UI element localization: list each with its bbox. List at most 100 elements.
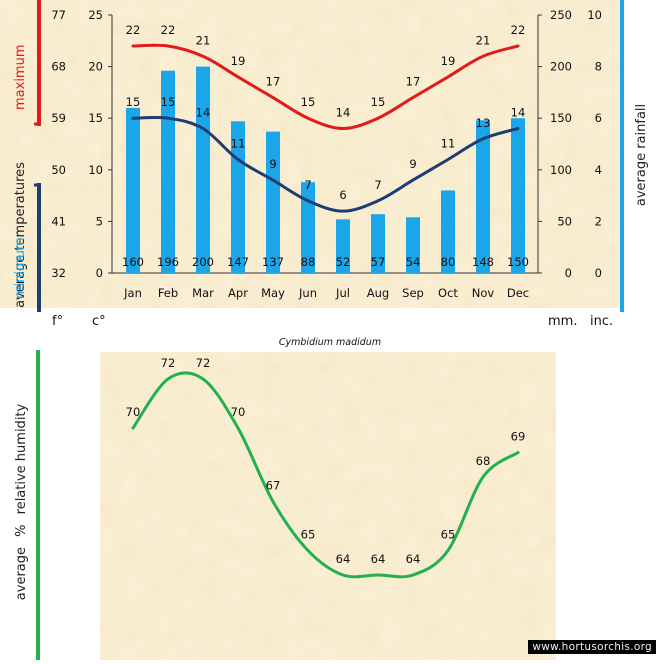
min-temp-value-label: 6 <box>339 188 346 202</box>
max-temp-value-label: 19 <box>441 54 456 68</box>
month-label: Feb <box>158 286 178 300</box>
min-temp-value-label: 9 <box>409 157 416 171</box>
rainfall-value-label: 147 <box>227 255 249 269</box>
max-temp-label: maximum <box>13 44 28 110</box>
min-temp-label: minimum <box>13 237 28 299</box>
min-temp-value-label: 11 <box>231 136 246 150</box>
min-temp-value-label: 14 <box>511 106 526 120</box>
max-temp-value-label: 21 <box>476 33 491 47</box>
millimeter-unit-label: mm. <box>548 314 577 329</box>
month-label: Jul <box>335 286 350 300</box>
min-temp-value-label: 15 <box>126 95 141 109</box>
rainfall-value-label: 54 <box>406 255 421 269</box>
min-temp-value-label: 11 <box>441 136 456 150</box>
humidity-value-label: 65 <box>441 528 456 542</box>
celsius-tick-label: 15 <box>88 111 103 125</box>
species-name: Cymbidium madidum <box>279 337 381 348</box>
max-temp-value-label: 15 <box>301 95 316 109</box>
rainfall-value-label: 150 <box>507 255 529 269</box>
credit-badge: www.hortusorchis.org <box>528 640 656 654</box>
rainfall-value-label: 196 <box>157 255 179 269</box>
min-temp-line <box>131 115 520 213</box>
month-label: Apr <box>228 286 248 300</box>
humidity-value-label: 72 <box>196 356 211 370</box>
humidity-chart: 70 72 72 70 67 65 64 64 64 65 68 69 <box>126 356 526 579</box>
humidity-value-label: 72 <box>161 356 176 370</box>
humidity-value-label: 64 <box>336 552 351 566</box>
rainfall-bars <box>126 66 525 274</box>
rainfall-bar <box>336 219 350 273</box>
month-label: Jan <box>123 286 142 300</box>
max-temp-value-label: 14 <box>336 106 351 120</box>
humidity-line <box>131 371 520 579</box>
celsius-tick-label: 5 <box>96 214 103 228</box>
month-label: May <box>261 286 285 300</box>
month-label: Mar <box>192 286 214 300</box>
fahrenheit-tick-label: 41 <box>51 214 66 228</box>
rainfall-bar <box>301 182 315 273</box>
max-temp-line <box>131 43 520 131</box>
month-label: Nov <box>472 286 495 300</box>
min-temp-value-label: 14 <box>196 106 211 120</box>
min-temp-value-label: 7 <box>374 178 381 192</box>
rainfall-axis-label: average rainfall <box>634 104 649 206</box>
humidity-panel-background <box>100 352 556 660</box>
rain-mm-tick-label: 0 <box>565 266 572 280</box>
humidity-value-label: 69 <box>511 430 526 444</box>
humidity-value-label: 70 <box>126 405 141 419</box>
rainfall-bar <box>371 214 385 273</box>
celsius-unit-label: c° <box>92 314 106 329</box>
celsius-tick-label: 25 <box>88 8 103 22</box>
rain-mm-tick-label: 150 <box>550 111 572 125</box>
celsius-tick-label: 20 <box>88 60 103 74</box>
max-temp-value-label: 17 <box>266 75 281 89</box>
rain-inch-tick-label: 2 <box>595 214 602 228</box>
rain-mm-tick-label: 50 <box>557 214 572 228</box>
rain-inch-tick-label: 10 <box>587 8 602 22</box>
rainfall-value-label: 200 <box>192 255 214 269</box>
max-temp-value-label: 21 <box>196 33 211 47</box>
humidity-value-label: 65 <box>301 528 316 542</box>
fahrenheit-tick-label: 68 <box>51 60 66 74</box>
rainfall-bar <box>126 107 140 273</box>
rain-inch-tick-label: 8 <box>595 60 602 74</box>
rainfall-bar <box>161 70 175 273</box>
rain-mm-tick-label: 250 <box>550 8 572 22</box>
min-temp-value-label: 9 <box>269 157 276 171</box>
month-label: Sep <box>402 286 424 300</box>
max-temp-value-label: 22 <box>511 23 526 37</box>
min-temp-value-label: 7 <box>304 178 311 192</box>
fahrenheit-unit-label: f° <box>52 314 63 329</box>
rain-mm-tick-label: 100 <box>550 163 572 177</box>
rainfall-value-label: 80 <box>441 255 456 269</box>
temperature-lines <box>131 43 520 213</box>
rain-mm-tick-label: 200 <box>550 60 572 74</box>
value-labels: 22 22 21 19 17 15 14 15 17 19 21 22 15 15 14 11 9 7 6 7 9 11 1… <box>122 23 529 269</box>
rainfall-value-label: 52 <box>336 255 351 269</box>
rain-inch-tick-label: 0 <box>595 266 602 280</box>
rainfall-value-label: 57 <box>371 255 386 269</box>
rainfall-bar <box>266 131 280 273</box>
min-temp-value-label: 13 <box>476 116 491 130</box>
rain-inch-tick-label: 4 <box>595 163 602 177</box>
humidity-label-relative: relative humidity <box>14 403 29 514</box>
rainfall-bar <box>441 190 455 273</box>
min-temp-value-label: 15 <box>161 95 176 109</box>
max-temp-value-label: 15 <box>371 95 386 109</box>
celsius-tick-label: 10 <box>88 163 103 177</box>
fahrenheit-tick-label: 77 <box>51 8 66 22</box>
max-temp-value-label: 22 <box>126 23 141 37</box>
humidity-value-label: 64 <box>371 552 386 566</box>
fahrenheit-tick-label: 59 <box>51 111 66 125</box>
max-temp-value-label: 17 <box>406 75 421 89</box>
humidity-value-label: 68 <box>476 454 491 468</box>
rainfall-value-label: 160 <box>122 255 144 269</box>
rainfall-value-label: 148 <box>472 255 494 269</box>
month-label: Aug <box>367 286 389 300</box>
rainfall-bar <box>406 217 420 273</box>
humidity-label-percent: % <box>14 525 29 537</box>
rain-inch-tick-label: 6 <box>595 111 602 125</box>
inches-unit-label: inc. <box>590 314 613 329</box>
